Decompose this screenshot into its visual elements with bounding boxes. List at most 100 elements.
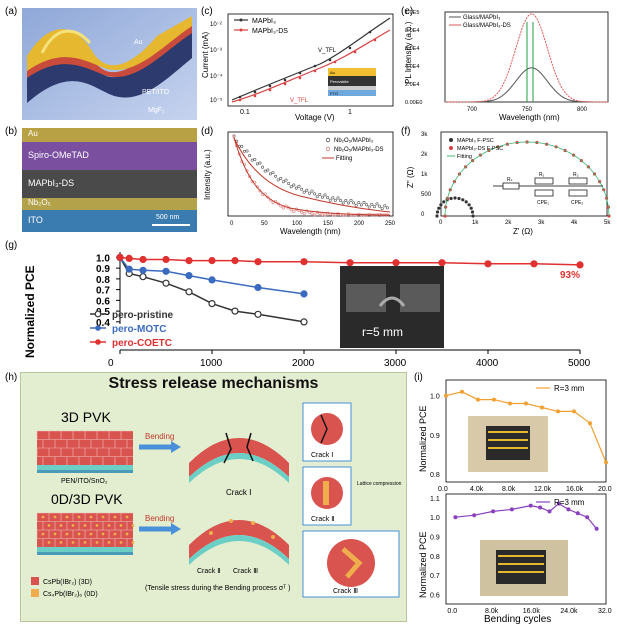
d-point-black — [370, 202, 374, 206]
i-top-point — [492, 397, 496, 402]
i-top-xtick: 20.0k — [598, 486, 612, 493]
i-bottom-point — [538, 505, 543, 510]
f-ytick: 1k — [421, 172, 428, 178]
g-point-pero-pristine — [300, 318, 308, 326]
g-point-pero-MOTC — [208, 276, 216, 284]
panel-label-c: (c) — [201, 6, 213, 17]
f-circuit — [493, 177, 603, 197]
d-point-red — [378, 212, 382, 216]
d-point-black — [326, 196, 330, 200]
d-point-black — [294, 186, 298, 190]
h-0d-dot — [107, 524, 111, 527]
i-bottom-point — [509, 507, 514, 512]
f-point-black — [464, 200, 468, 204]
g-point-pero-pristine — [185, 288, 193, 296]
h-0d-dot — [59, 541, 63, 544]
d-point-red — [310, 212, 314, 216]
layer-label-au: Au — [134, 39, 143, 46]
g-point-pero-COETC — [139, 255, 147, 264]
i-top-xtick: 0.0 — [438, 486, 448, 493]
d-point-black — [333, 198, 337, 202]
g-xtick: 0 — [108, 358, 114, 369]
g-xtick: 1000 — [200, 358, 223, 369]
i-bottom-point — [575, 511, 580, 516]
panel-c-chart: Current (mA) Voltage (V) 0.1 1 10⁻⁵ 10⁻⁴… — [201, 13, 394, 122]
h-0d-dot — [113, 515, 117, 519]
d-point-black — [268, 172, 272, 176]
i-bottom-ytick: 0.7 — [430, 573, 440, 580]
h-0d-dot — [77, 532, 81, 536]
i-bottom-xtick: 32.0k — [598, 608, 612, 615]
h-legend-tensile: (Tensile stress during the Bending proce… — [145, 585, 290, 592]
f-circuit-rs: Rₛ — [507, 177, 513, 183]
d-point-black — [378, 204, 382, 208]
c-legend-0: MAPbI₃ — [252, 18, 276, 25]
g-point-pero-pristine — [208, 299, 216, 308]
d-point-black — [305, 188, 309, 192]
h-legend-0d: Cs₄Pb(IBr₂)₆ (0D) — [43, 591, 98, 598]
g-legend-2: pero-COETC — [112, 338, 172, 349]
f-xtick: 2k — [505, 220, 512, 226]
c-ytick-0: 10⁻⁵ — [210, 97, 223, 104]
g-point-pero-MOTC — [185, 271, 193, 280]
d-point-black — [248, 154, 252, 158]
scale-bar — [152, 224, 190, 226]
d-point-red — [313, 213, 317, 217]
g-ytick: 0.8 — [96, 275, 110, 286]
f-point-black — [439, 203, 443, 207]
h-0d-dot — [65, 515, 69, 519]
e-xlabel: Wavelength (nm) — [499, 113, 560, 122]
g-point-pero-MOTC — [254, 283, 262, 292]
d-point-red — [300, 210, 304, 214]
d-point-black — [276, 178, 280, 182]
f-ytick: 500 — [421, 192, 432, 198]
h-0d-dot — [53, 532, 57, 536]
g-xtick: 2000 — [292, 358, 315, 369]
d-point-black — [253, 158, 257, 162]
d-point-black — [240, 144, 244, 148]
c-ytick-1: 10⁻⁴ — [210, 73, 223, 80]
g-point-pero-MOTC — [125, 265, 133, 273]
d-point-black — [263, 169, 267, 173]
d-point-black — [302, 190, 306, 194]
d-point-black — [313, 192, 317, 196]
d-ylabel: Intensity (a.u.) — [203, 149, 212, 200]
h-crack1-label: Crack Ⅰ — [226, 488, 251, 497]
d-point-black — [292, 183, 296, 187]
d-point-red — [276, 202, 280, 206]
d-fit-2 — [233, 137, 391, 216]
g-point-pero-COETC — [125, 254, 133, 262]
f-legend-0: MAPbI₃ F-PSC — [457, 138, 494, 144]
g-point-pero-pristine — [254, 310, 262, 318]
d-point-black — [339, 199, 343, 203]
i-top-point — [524, 401, 528, 406]
h-0d-dot — [47, 524, 51, 527]
f-ytick: 0 — [421, 212, 425, 218]
d-point-black — [375, 202, 379, 206]
f-point-black — [449, 196, 453, 201]
c-xtick-1: 1 — [348, 109, 352, 116]
h-0d-dot — [71, 524, 75, 527]
i-top-point — [588, 421, 592, 426]
panel-label-a: (a) — [5, 6, 18, 17]
i-bottom-legend: R=3 mm — [554, 498, 585, 507]
g-point-pero-COETC — [116, 253, 124, 261]
d-point-black — [352, 201, 356, 205]
f-point-black — [471, 214, 475, 218]
i-bottom-point — [585, 515, 590, 520]
f-ylabel: Z" (Ω) — [406, 166, 415, 188]
g-ytick: 0.4 — [96, 318, 110, 329]
c-inset-au: Au — [330, 70, 335, 75]
i-bottom-xtick: 16.0k — [523, 608, 541, 615]
g-point-pero-COETC — [484, 260, 492, 268]
d-point-black — [385, 206, 389, 210]
g-point-pero-COETC — [231, 257, 239, 265]
d-point-red — [367, 212, 371, 216]
e-ytick: 0.00E0 — [405, 100, 422, 106]
panel-d-chart: Intensity (a.u.) Wavelength (nm) 0 50 100 1… — [203, 131, 396, 236]
g-legend-1: pero-MOTC — [112, 324, 166, 335]
panel-b-sem: Au Spiro-OMeTAD MAPbI₃-DS Nb₂O₅ ITO 500 … — [22, 128, 197, 232]
h-0d-dot — [131, 524, 135, 527]
i-top-ytick: 1.0 — [430, 394, 440, 401]
g-inset-photo: r=5 mm — [340, 266, 444, 348]
